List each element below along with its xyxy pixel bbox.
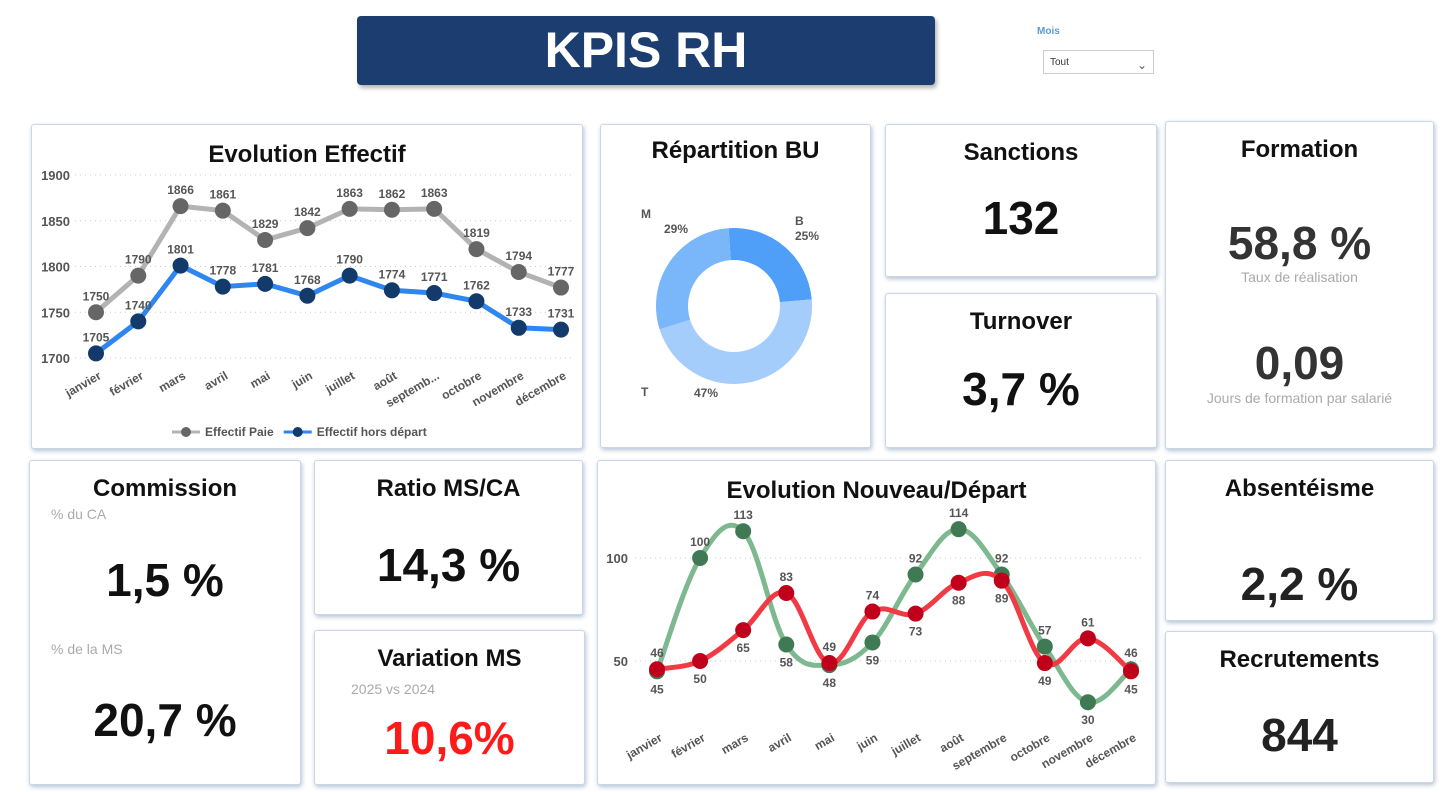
variation-label: 2025 vs 2024 [351, 681, 436, 697]
formation-title: Formation [1240, 136, 1359, 163]
turnover-title: Turnover [969, 308, 1073, 335]
turnover-card: Turnover 3,7 % [885, 293, 1157, 448]
recrutements-value: 844 [1261, 709, 1338, 761]
effectif-card: Evolution Effectif [31, 124, 583, 449]
sanctions-card: Sanctions 132 [885, 124, 1157, 277]
absenteisme-title: Absentéisme [1224, 475, 1375, 502]
formation-rate-value: 58,8 % [1227, 217, 1372, 269]
recrutements-title: Recrutements [1219, 646, 1380, 673]
month-filter-label: Mois [1037, 26, 1060, 37]
sanctions-value: 132 [982, 192, 1060, 244]
ratio-value: 14,3 % [376, 539, 521, 591]
recrutements-card: Recrutements 844 [1165, 631, 1434, 783]
commission-ca-value: 1,5 % [106, 554, 224, 606]
commission-ca-label: % du CA [51, 506, 107, 522]
effectif-title: Evolution Effectif [208, 141, 406, 168]
sanctions-title: Sanctions [963, 139, 1079, 166]
repartition-title: Répartition BU [651, 137, 820, 164]
formation-days-label: Jours de formation par salarié [1206, 390, 1393, 406]
ratio-title: Ratio MS/CA [376, 475, 521, 502]
commission-title: Commission [92, 475, 238, 502]
formation-rate-label: Taux de réalisation [1241, 269, 1358, 285]
month-filter-value: Tout [1050, 57, 1069, 68]
nouveau-depart-title: Evolution Nouveau/Départ [726, 477, 1027, 504]
commission-ms-value: 20,7 % [93, 694, 237, 746]
nouveau-depart-card: Evolution Nouveau/Départ [597, 460, 1156, 785]
month-filter-dropdown[interactable]: Tout ⌄ [1043, 50, 1154, 74]
page-title: KPIS RH [357, 16, 935, 85]
repartition-card: Répartition BU [600, 124, 871, 448]
ratio-card: Ratio MS/CA 14,3 % [314, 460, 583, 615]
commission-ms-label: % de la MS [51, 641, 123, 657]
formation-card: Formation 58,8 % Taux de réalisation 0,0… [1165, 121, 1434, 449]
formation-days-value: 0,09 [1254, 337, 1345, 389]
absenteisme-card: Absentéisme 2,2 % [1165, 460, 1434, 621]
chevron-down-icon: ⌄ [1136, 58, 1147, 72]
variation-title: Variation MS [377, 645, 522, 672]
variation-value: 10,6% [384, 712, 515, 764]
commission-card: Commission % du CA 1,5 % % de la MS 20,7… [29, 460, 301, 785]
turnover-value: 3,7 % [962, 363, 1080, 415]
variation-card: Variation MS 2025 vs 2024 10,6% [314, 630, 585, 785]
absenteisme-value: 2,2 % [1240, 558, 1359, 610]
